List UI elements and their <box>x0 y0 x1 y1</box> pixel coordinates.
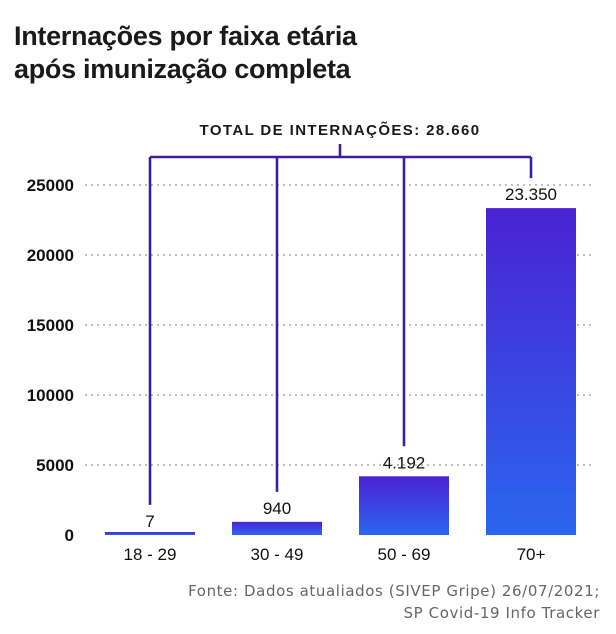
value-label: 23.350 <box>505 185 557 204</box>
y-tick-label: 15000 <box>27 316 74 335</box>
total-bracket <box>148 144 533 505</box>
source-note: Fonte: Dados atualiados (SIVEP Gripe) 26… <box>188 580 600 624</box>
x-tick-label: 30 - 49 <box>251 545 304 564</box>
y-tick-label: 20000 <box>27 246 74 265</box>
grid-lines <box>85 184 595 466</box>
bars <box>105 208 576 535</box>
x-tick-label: 18 - 29 <box>124 545 177 564</box>
x-axis-ticks: 18 - 29 30 - 49 50 - 69 70+ <box>124 545 546 564</box>
bar-1 <box>105 532 195 535</box>
y-tick-label: 0 <box>65 526 74 545</box>
y-tick-label: 10000 <box>27 386 74 405</box>
source-line-2: SP Covid-19 Info Tracker <box>403 604 600 622</box>
bar-3 <box>359 476 449 535</box>
x-tick-label: 50 - 69 <box>378 545 431 564</box>
bar-4 <box>486 208 576 535</box>
chart-title-line-1: Internações por faixa etária <box>14 21 357 51</box>
total-annotation: TOTAL DE INTERNAÇÕES: 28.660 <box>200 121 481 139</box>
value-labels: 7 940 4.192 23.350 <box>145 185 557 531</box>
chart-title-line-2: após imunização completa <box>14 54 351 84</box>
source-line-1: Fonte: Dados atualiados (SIVEP Gripe) 26… <box>188 582 600 600</box>
value-label: 940 <box>263 499 291 518</box>
chart-title: Internações por faixa etária após imuniz… <box>14 20 357 86</box>
value-label: 7 <box>145 512 154 531</box>
y-tick-label: 25000 <box>27 176 74 195</box>
y-axis-ticks: 0 5000 10000 15000 20000 25000 <box>27 176 74 545</box>
x-tick-label: 70+ <box>517 545 546 564</box>
y-tick-label: 5000 <box>36 456 74 475</box>
bar-2 <box>232 521 322 535</box>
value-label: 4.192 <box>383 453 426 472</box>
